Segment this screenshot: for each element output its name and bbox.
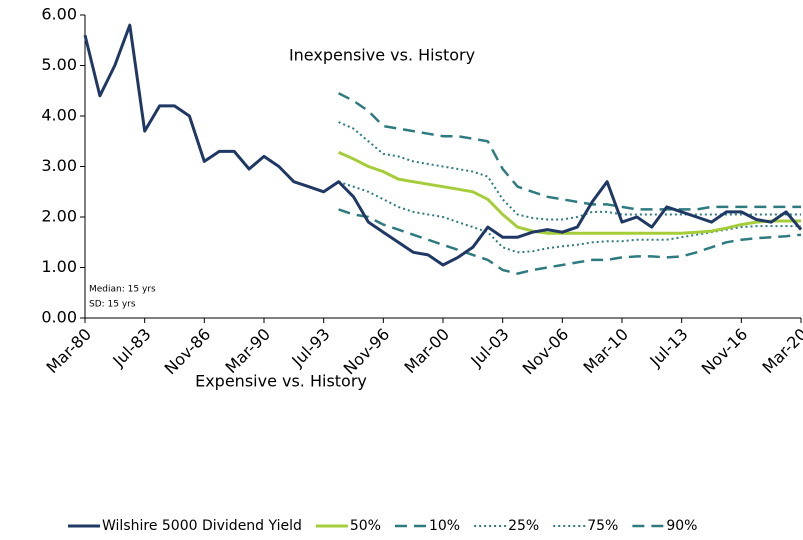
legend-label: 75% — [587, 518, 618, 534]
x-tick-label: Mar-10 — [579, 325, 632, 378]
series-line — [338, 208, 802, 275]
legend-label: 90% — [666, 518, 697, 534]
x-tick-label: Jul-93 — [287, 325, 333, 371]
y-tick-label: 3.00 — [41, 156, 77, 175]
annotation: Expensive vs. History — [195, 372, 367, 391]
x-tick-label: Nov-16 — [698, 325, 752, 379]
legend-label: 25% — [508, 518, 539, 534]
legend-label: Wilshire 5000 Dividend Yield — [102, 518, 302, 534]
x-tick-label: Nov-06 — [519, 325, 573, 379]
x-tick-label: Jul-83 — [108, 325, 154, 371]
y-tick-label: 4.00 — [41, 106, 77, 125]
legend-label: 10% — [429, 518, 460, 534]
series-line — [338, 92, 801, 211]
legend-label: 50% — [350, 518, 381, 534]
x-tick-label: Nov-86 — [161, 325, 215, 379]
x-tick-label: Mar-90 — [221, 325, 274, 378]
x-tick-label: Mar-80 — [42, 325, 95, 378]
x-tick-label: Mar-00 — [400, 325, 453, 378]
x-tick-label: Nov-96 — [340, 325, 394, 379]
series-line — [338, 121, 801, 221]
series-line — [83, 23, 803, 267]
y-tick-label: 5.00 — [41, 55, 77, 74]
y-tick-label: 2.00 — [41, 207, 77, 226]
annotation: Inexpensive vs. History — [289, 46, 475, 65]
y-tick-label: 6.00 — [41, 5, 77, 24]
annotation: SD: 15 yrs — [89, 300, 136, 310]
annotation: Median: 15 yrs — [89, 285, 156, 295]
y-tick-label: 0.00 — [41, 308, 77, 327]
y-tick-label: 1.00 — [41, 257, 77, 276]
x-tick-label: Jul-03 — [466, 325, 512, 371]
x-tick-label: Jul-13 — [645, 325, 691, 371]
x-tick-label: Mar-20 — [758, 325, 803, 378]
series-line — [338, 151, 801, 235]
